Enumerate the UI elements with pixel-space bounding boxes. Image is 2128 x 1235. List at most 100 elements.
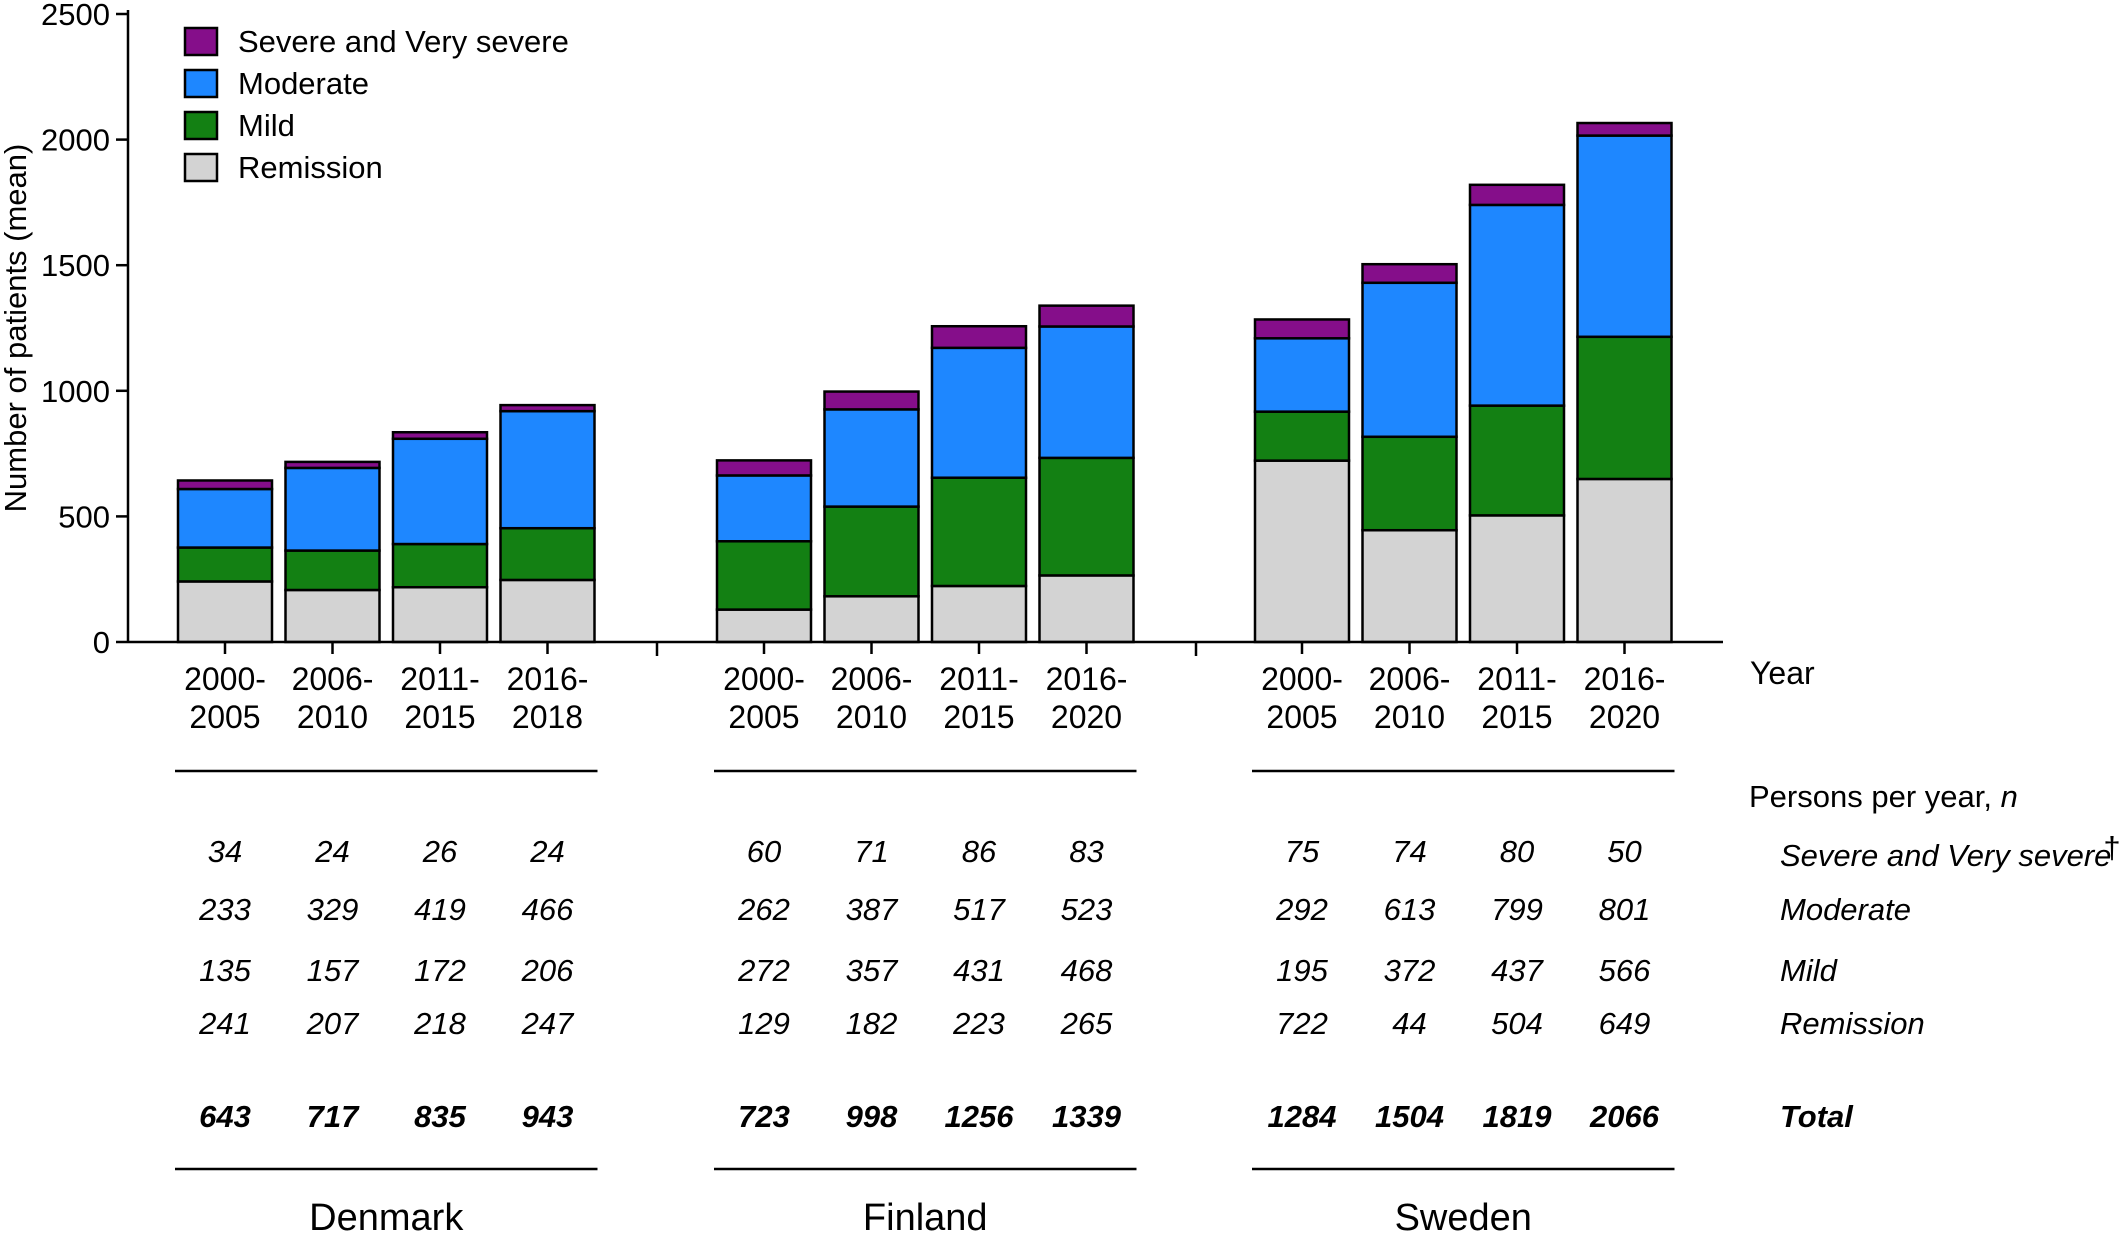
table-cell-moderate: 233: [198, 892, 251, 927]
x-tick-label-line2: 2005: [728, 699, 799, 735]
bar-denmark-1-remission: [176, 580, 274, 644]
table-cell-remission: 247: [521, 1006, 575, 1041]
table-cell-total: 1819: [1483, 1099, 1553, 1134]
bar-sweden-4-moderate: [1576, 134, 1673, 339]
bar-denmark-3-remission: [391, 585, 489, 644]
x-tick-label-line1: 2011-: [1477, 661, 1556, 697]
table-cell-total: 1339: [1052, 1099, 1122, 1134]
x-tick-label-line2: 2020: [1589, 699, 1660, 735]
bar-sweden-3-severe-and-very-severe: [1468, 183, 1566, 207]
bar-finland-1-mild: [715, 540, 813, 611]
y-tick-label: 2500: [41, 0, 110, 32]
bar-finland-4-mild: [1038, 456, 1135, 577]
legend-label: Remission: [238, 150, 383, 185]
bar-sweden-3-remission: [1468, 514, 1566, 644]
y-tick-label: 500: [58, 499, 110, 534]
x-tick-label-line1: 2000-: [184, 661, 266, 697]
x-tick-label-line1: 2011-: [400, 661, 479, 697]
x-tick-label-line2: 2015: [404, 699, 475, 735]
bar-finland-3-severe-and-very-severe: [930, 324, 1028, 350]
table-cell-severe: 24: [529, 834, 564, 869]
table-cell-mild: 468: [1061, 953, 1113, 988]
table-cell-remission: 218: [413, 1006, 466, 1041]
table-cell-severe: 83: [1069, 834, 1103, 869]
y-tick-label: 0: [93, 625, 110, 660]
table-cell-total: 717: [307, 1099, 360, 1134]
table-cell-moderate: 523: [1061, 892, 1113, 927]
bar-finland-3-moderate: [930, 346, 1028, 479]
legend-swatch: [183, 68, 219, 99]
legend-label: Severe and Very severe: [238, 24, 569, 59]
row-label-mild: Mild: [1780, 953, 1839, 988]
table-cell-remission: 649: [1599, 1006, 1651, 1041]
x-tick-label-line1: 2016-: [1046, 661, 1128, 697]
bar-sweden-2-moderate: [1361, 281, 1458, 439]
x-tick-label-line1: 2000-: [1261, 661, 1343, 697]
table-cell-severe: 80: [1500, 834, 1534, 869]
table-cell-total: 1256: [945, 1099, 1015, 1134]
x-tick-label-line1: 2016-: [507, 661, 589, 697]
bar-sweden-2-remission: [1361, 528, 1458, 644]
x-tick-label-line2: 2015: [943, 699, 1014, 735]
table-cell-severe: 60: [747, 834, 781, 869]
legend-swatch: [183, 26, 219, 57]
table-cell-total: 643: [199, 1099, 251, 1134]
x-tick-label-line2: 2005: [189, 699, 260, 735]
bar-finland-4-moderate: [1038, 325, 1135, 460]
table-cell-moderate: 262: [737, 892, 790, 927]
bar-sweden-1-mild: [1253, 410, 1351, 462]
x-tick-label-line1: 2000-: [723, 661, 805, 697]
x-tick-label-line1: 2006-: [292, 661, 374, 697]
table-cell-total: 835: [414, 1099, 466, 1134]
bar-finland-2-mild: [823, 505, 920, 598]
bar-denmark-2-moderate: [284, 466, 381, 552]
x-tick-label-line1: 2016-: [1584, 661, 1666, 697]
bar-denmark-4-severe-and-very-severe: [499, 403, 596, 413]
table-cell-severe: 75: [1285, 834, 1320, 869]
bar-sweden-2-severe-and-very-severe: [1361, 262, 1458, 285]
table-cell-mild: 135: [199, 953, 251, 988]
table-cell-severe: 74: [1392, 834, 1426, 869]
table-cell-total: 998: [846, 1099, 898, 1134]
table-cell-remission: 265: [1060, 1006, 1113, 1041]
table-cell-moderate: 801: [1599, 892, 1651, 927]
x-tick-label-line2: 2005: [1266, 699, 1337, 735]
table-cell-moderate: 329: [307, 892, 359, 927]
table-cell-total: 1284: [1268, 1099, 1337, 1134]
x-tick-label-line2: 2010: [836, 699, 907, 735]
table-cell-mild: 195: [1276, 953, 1328, 988]
x-tick-label-line1: 2006-: [1369, 661, 1451, 697]
bar-finland-4-severe-and-very-severe: [1038, 304, 1135, 328]
table-cell-mild: 172: [414, 953, 466, 988]
table-cell-moderate: 387: [846, 892, 899, 927]
x-tick-label-line2: 2015: [1481, 699, 1552, 735]
table-cell-severe: 50: [1607, 834, 1641, 869]
table-cell-mild: 206: [521, 953, 574, 988]
row-label-severe: Severe and Very severe: [1780, 838, 2111, 873]
legend-label: Moderate: [238, 66, 369, 101]
table-cell-mild: 157: [307, 953, 360, 988]
bar-finland-2-moderate: [823, 408, 920, 508]
bar-denmark-4-remission: [499, 578, 596, 644]
table-cell-moderate: 517: [953, 892, 1006, 927]
bar-denmark-4-moderate: [499, 409, 596, 530]
table-cell-moderate: 799: [1491, 892, 1543, 927]
bar-sweden-4-remission: [1576, 477, 1673, 644]
y-axis-title: Number of patients (mean): [0, 144, 33, 513]
y-tick-label: 1000: [41, 374, 110, 409]
bar-finland-4-remission: [1038, 574, 1135, 644]
table-header-text: Persons per year,: [1749, 779, 2001, 814]
x-tick-label-line1: 2006-: [831, 661, 913, 697]
table-cell-remission: 504: [1491, 1006, 1543, 1041]
country-label: Denmark: [309, 1197, 464, 1235]
bar-sweden-3-mild: [1468, 404, 1566, 517]
bar-sweden-4-mild: [1576, 335, 1673, 481]
table-cell-severe: 24: [314, 834, 349, 869]
table-header: Persons per year, n: [1749, 779, 2018, 814]
row-label-remission: Remission: [1780, 1006, 1925, 1041]
table-cell-total: 2066: [1589, 1099, 1660, 1134]
table-cell-severe: 71: [854, 834, 888, 869]
bar-denmark-3-mild: [391, 542, 489, 589]
table-cell-severe: 86: [962, 834, 997, 869]
